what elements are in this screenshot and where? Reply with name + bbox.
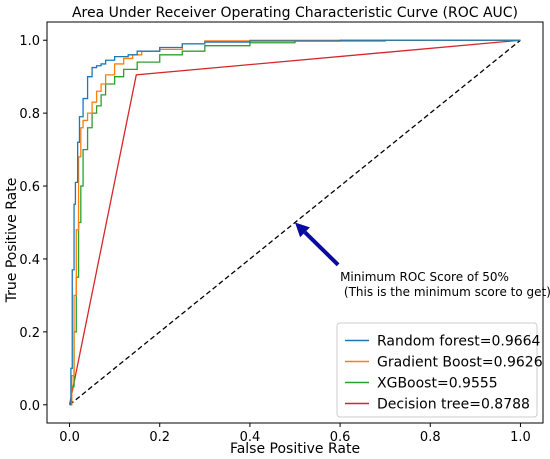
y-tick-label: 0.2	[19, 326, 40, 341]
legend-label-2: XGBoost=0.9555	[377, 376, 498, 392]
annotation-text-line2: (This is the minimum score to get)	[340, 285, 550, 299]
y-tick-label: 0.0	[19, 399, 40, 414]
y-tick-label: 0.4	[19, 253, 40, 268]
x-tick-label: 0.2	[149, 430, 170, 445]
x-tick-label: 0.8	[420, 430, 441, 445]
x-tick-label: 0.6	[330, 430, 351, 445]
chart-title: Area Under Receiver Operating Characteri…	[72, 5, 518, 21]
annotation-layer: Minimum ROC Score of 50% (This is the mi…	[295, 222, 550, 299]
annotation-arrow-shaft	[303, 230, 340, 267]
y-axis-label: True Positive Rate	[4, 178, 20, 304]
series-line-2	[69, 39, 521, 406]
legend-box	[336, 322, 538, 418]
x-axis-label: False Positive Rate	[230, 441, 360, 457]
annotation-text-line1: Minimum ROC Score of 50%	[340, 270, 509, 284]
legend-label-0: Random forest=0.9664	[377, 334, 541, 350]
series-line-0	[69, 39, 521, 406]
legend-label-1: Gradient Boost=0.9626	[377, 355, 543, 371]
plot-area-frame	[46, 21, 544, 424]
legend: Random forest=0.9664 Gradient Boost=0.962…	[336, 322, 543, 418]
series-layer	[68, 39, 521, 406]
annotation-arrow-head	[295, 222, 310, 238]
y-axis-ticks: 0.0 0.2 0.4 0.6 0.8 1.0	[19, 34, 47, 414]
x-tick-label: 0.4	[240, 430, 261, 445]
y-tick-label: 0.8	[19, 107, 40, 122]
y-tick-label: 0.6	[19, 180, 40, 195]
x-tick-label: 1.0	[510, 430, 531, 445]
y-tick-label: 1.0	[19, 34, 40, 49]
series-line-3	[68, 39, 521, 405]
x-tick-label: 0.0	[59, 430, 80, 445]
legend-label-3: Decision tree=0.8788	[377, 397, 530, 413]
x-axis-ticks: 0.0 0.2 0.4 0.6 0.8 1.0	[59, 423, 531, 445]
